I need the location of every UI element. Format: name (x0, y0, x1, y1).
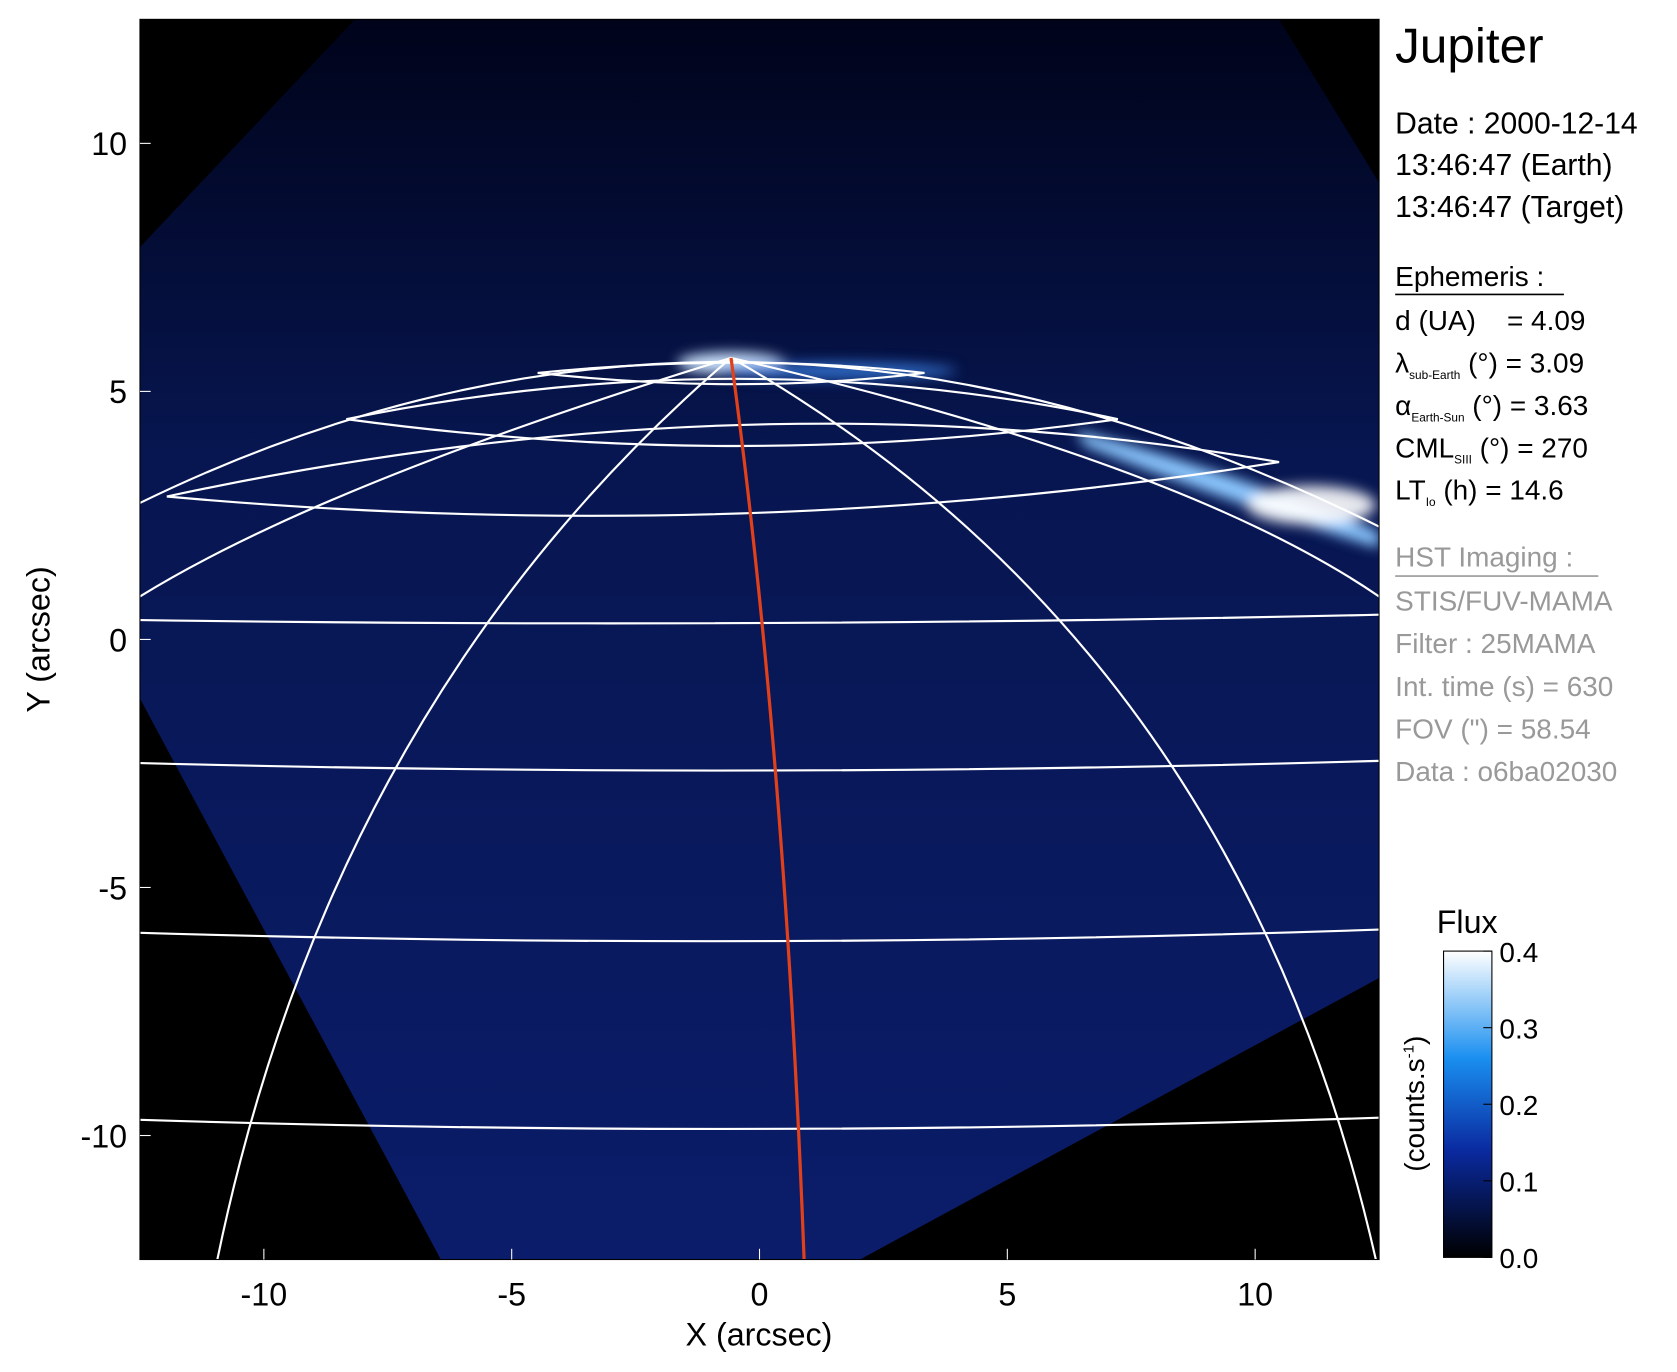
y-tick-label: -10 (80, 1118, 127, 1154)
colorbar-tick-label: 0.1 (1499, 1167, 1538, 1198)
x-axis-label: X (arcsec) (686, 1317, 833, 1353)
colorbar-title: Flux (1437, 904, 1498, 940)
aurora (677, 352, 1380, 549)
value-text: = 4.09 (1476, 305, 1586, 336)
value-text: (°) = 3.09 (1460, 347, 1584, 378)
symbol: LT (1395, 475, 1426, 506)
subscript: Earth-Sun (1411, 410, 1464, 424)
ephemeris-heading: Ephemeris : (1395, 261, 1544, 292)
imaging-line: Int. time (s) = 630 (1395, 671, 1613, 702)
y-axis-label: Y (arcsec) (21, 566, 57, 712)
x-tick-label: -10 (241, 1277, 288, 1313)
subscript: sub-Earth (1409, 368, 1460, 382)
ephemeris-line: λsub-Earth (°) = 3.09 (1395, 347, 1584, 381)
label-end: ) (1399, 1036, 1430, 1045)
value-text: (h) = 14.6 (1436, 475, 1564, 506)
y-tick-label: 0 (109, 622, 127, 658)
imaging-line: STIS/FUV-MAMA (1395, 585, 1613, 616)
ephemeris-line: LTIo (h) = 14.6 (1395, 475, 1564, 509)
symbol: α (1395, 390, 1411, 421)
imaging-line: FOV (") = 58.54 (1395, 713, 1590, 744)
info-panel: Date : 2000-12-14 13:46:47 (Earth) 13:46:4… (1395, 107, 1638, 787)
image (139, 19, 1380, 1260)
label-sup: -1 (1400, 1045, 1417, 1058)
y-tick-label: -5 (98, 870, 127, 906)
imaging-line: Data : o6ba02030 (1395, 756, 1617, 787)
imaging-line: Filter : 25MAMA (1395, 628, 1596, 659)
colorbar-label: (counts.s-1) (1399, 1036, 1430, 1172)
date-line: 13:46:47 (Earth) (1395, 149, 1612, 182)
y-tick-label: 5 (109, 374, 127, 410)
info-title: Jupiter (1395, 18, 1543, 73)
colorbar-tick-label: 0.4 (1499, 937, 1538, 968)
ephemeris-line: CMLSIII (°) = 270 (1395, 432, 1588, 466)
x-tick-label: 10 (1237, 1277, 1273, 1313)
imaging-heading: HST Imaging : (1395, 541, 1573, 572)
colorbar-tick-label: 0.2 (1499, 1090, 1538, 1121)
ephemeris-line: d (UA) = 4.09 (1395, 305, 1585, 336)
symbol: d (UA) (1395, 305, 1476, 336)
subscript: SIII (1454, 453, 1472, 467)
value-text: (°) = 270 (1472, 432, 1588, 463)
subscript: Io (1426, 495, 1436, 509)
colorbar-tick-label: 0.3 (1499, 1013, 1538, 1044)
value-text: (°) = 3.63 (1465, 390, 1589, 421)
y-tick-label: 10 (91, 126, 127, 162)
symbol: CML (1395, 432, 1454, 463)
x-tick-label: 0 (751, 1277, 769, 1313)
label-text: (counts.s (1399, 1058, 1430, 1171)
date-line: Date : 2000-12-14 (1395, 107, 1637, 140)
x-tick-label: -5 (497, 1277, 526, 1313)
date-line: 13:46:47 (Target) (1395, 191, 1624, 224)
ephemeris-line: αEarth-Sun (°) = 3.63 (1395, 390, 1588, 424)
x-tick-label: 5 (998, 1277, 1016, 1313)
colorbar-tick-label: 0.0 (1499, 1243, 1538, 1274)
symbol: λ (1395, 347, 1409, 378)
